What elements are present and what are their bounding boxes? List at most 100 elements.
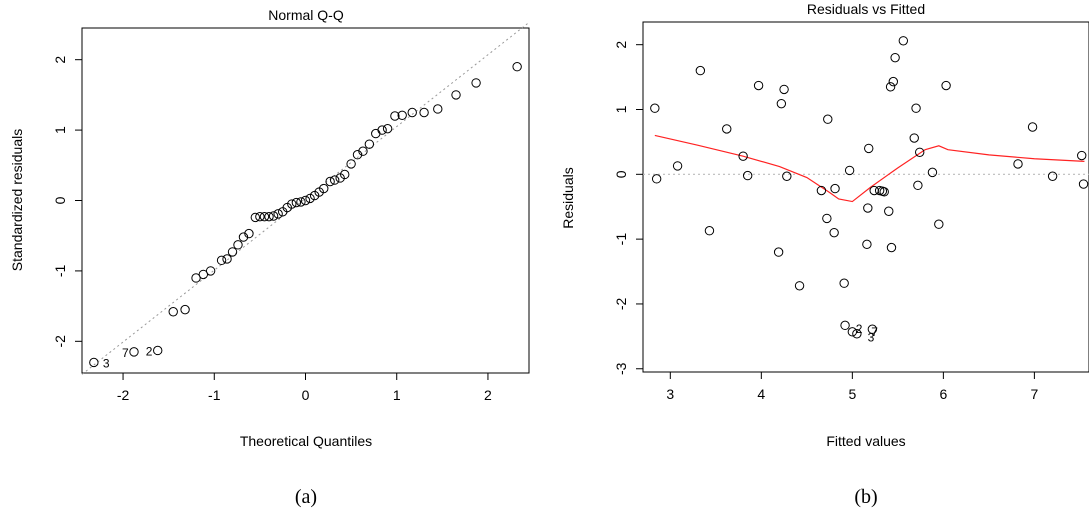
qq-data-point (377, 125, 387, 135)
qq-data-point (329, 175, 340, 185)
qq-data-point (259, 211, 270, 222)
residuals-data-point (867, 324, 878, 334)
qq-data-point (371, 128, 381, 139)
qq-data-point (255, 211, 265, 222)
residuals-plot-panel: Residuals vs Fitted Fitted values Residu… (560, 1, 1089, 449)
qq-y-tick-label: 1 (52, 126, 68, 134)
residuals-data-point (695, 65, 706, 76)
residuals-data-point (830, 183, 840, 194)
qq-data-point (129, 347, 139, 357)
qq-point-label: 3 (103, 356, 110, 370)
residuals-data-point (722, 124, 732, 134)
residuals-data-point (776, 98, 787, 109)
qq-data-point (153, 345, 163, 356)
residuals-data-point (651, 174, 662, 184)
residuals-data-point (738, 151, 748, 161)
qq-data-point (300, 195, 311, 206)
residuals-data-point (864, 143, 874, 154)
residuals-data-point (704, 226, 715, 236)
qq-y-axis-label: Standardized residuals (9, 129, 25, 271)
residuals-data-point (1078, 179, 1089, 189)
residuals-data-point (650, 103, 660, 113)
residuals-points (650, 36, 1089, 339)
residuals-data-point (847, 327, 858, 337)
residuals-data-point (886, 242, 897, 253)
residuals-data-point (794, 281, 805, 291)
qq-x-tick-label: 1 (393, 387, 401, 403)
residuals-smoother-line (654, 134, 1085, 203)
qq-data-point (227, 247, 238, 257)
qq-point-label: 7 (122, 346, 129, 360)
caption-b: (b) (854, 486, 878, 508)
qq-data-point (364, 139, 375, 149)
residuals-data-point (782, 171, 792, 181)
residuals-plot-frame (642, 21, 1089, 373)
residuals-data-point (927, 167, 938, 178)
qq-data-point (238, 232, 249, 242)
residuals-data-point (934, 219, 944, 229)
residuals-data-point (773, 247, 784, 257)
residuals-y-tick-label: -1 (613, 233, 629, 246)
qq-data-point (233, 240, 243, 250)
residuals-y-axis-label: Residuals (560, 167, 576, 228)
residuals-point-label: 3 (868, 330, 875, 344)
residuals-data-point (822, 213, 832, 224)
qq-data-point (471, 78, 481, 88)
qq-data-point (287, 199, 297, 209)
qq-data-point (216, 255, 227, 266)
qq-data-point (390, 111, 400, 121)
qq-y-tick-label: -2 (52, 335, 68, 348)
caption-a: (a) (294, 486, 318, 508)
qq-data-point (382, 123, 393, 134)
residuals-data-point (823, 114, 833, 124)
qq-x-tick-label: -1 (208, 387, 221, 403)
qq-y-ticks: -2 -1 0 1 2 (52, 56, 82, 348)
residuals-data-point (863, 203, 873, 213)
residuals-point-labels: 237 (856, 322, 878, 344)
residuals-x-ticks: 3 4 5 6 7 (666, 372, 1038, 402)
qq-x-tick-label: -2 (117, 387, 130, 403)
qq-data-point (358, 146, 368, 156)
residuals-data-point (829, 227, 839, 238)
qq-x-ticks: -2 -1 0 1 2 (117, 373, 492, 403)
qq-data-point (180, 304, 190, 315)
residuals-data-point (742, 170, 753, 181)
qq-x-axis-label: Theoretical Quantiles (240, 433, 372, 449)
qq-data-point (352, 150, 363, 160)
qq-data-point (168, 307, 178, 317)
qq-data-point (305, 193, 315, 204)
residuals-data-point (1027, 122, 1038, 132)
qq-data-point (433, 104, 443, 114)
residuals-data-point (862, 239, 872, 250)
qq-y-tick-label: 2 (52, 56, 68, 64)
qq-data-point (268, 211, 279, 221)
qq-data-point (250, 212, 261, 223)
qq-y-tick-label: -1 (52, 264, 68, 277)
qq-data-point (291, 197, 302, 208)
residuals-x-tick-label: 3 (666, 386, 674, 402)
residuals-data-point (753, 80, 764, 91)
qq-data-point (296, 197, 306, 207)
qq-x-tick-label: 0 (302, 387, 310, 403)
residuals-y-ticks: -3 -2 -1 0 1 2 (613, 41, 643, 375)
qq-data-point (397, 110, 407, 121)
residuals-data-point (816, 185, 827, 196)
qq-data-point (325, 176, 335, 187)
residuals-data-point (884, 206, 894, 216)
residuals-x-axis-label: Fitted values (826, 433, 905, 449)
residuals-data-point (890, 52, 900, 63)
residuals-x-tick-label: 6 (939, 386, 947, 402)
residuals-data-point (915, 147, 925, 157)
residuals-x-tick-label: 5 (848, 386, 856, 402)
qq-data-point (451, 90, 461, 100)
residuals-y-tick-label: -3 (613, 362, 629, 375)
residuals-y-tick-label: -2 (613, 298, 629, 311)
qq-data-point (419, 107, 429, 118)
residuals-y-tick-label: 2 (613, 41, 629, 49)
residuals-data-point (888, 76, 899, 87)
qq-plot-title: Normal Q-Q (268, 7, 344, 23)
qq-x-tick-label: 2 (484, 387, 492, 403)
qq-data-point (89, 357, 99, 368)
qq-data-point (407, 107, 417, 118)
